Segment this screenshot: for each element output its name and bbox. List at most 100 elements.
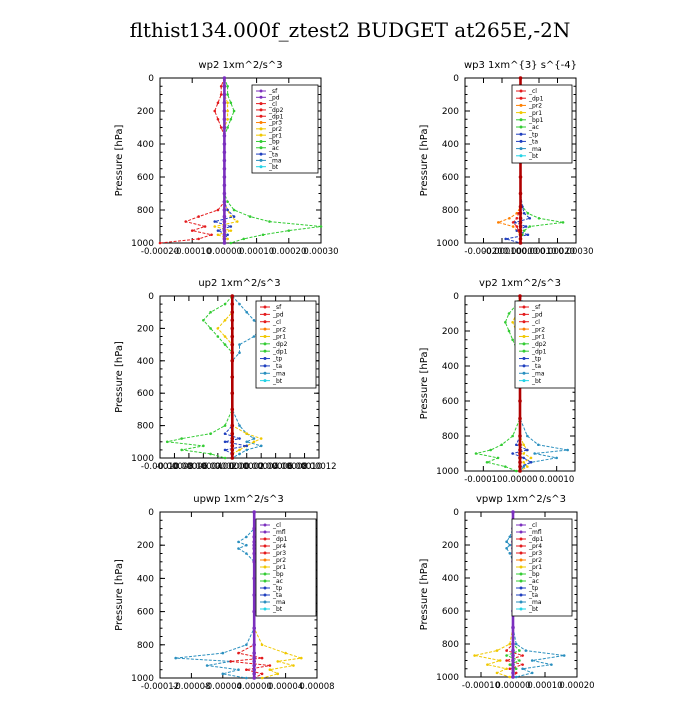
chart-4-point: [504, 320, 507, 324]
chart-5-legend-marker: [263, 544, 267, 548]
chart-3-ytick-label: 400: [137, 357, 154, 367]
chart-2-point: [515, 212, 519, 215]
chart-1-point: [261, 233, 265, 237]
chart-3-xtick-label: 0.00006: [258, 462, 293, 472]
chart-3-point: [209, 452, 212, 456]
chart-4-legend-marker: [522, 342, 526, 346]
chart-5-ytick-label: 200: [137, 541, 154, 551]
chart-1-legend-marker: [259, 102, 263, 106]
chart-3-legend-label: _ma: [272, 370, 286, 377]
chart-5-xtick-label: 0.00000: [237, 682, 272, 692]
chart-6-point: [521, 663, 524, 666]
chart-4-legend-label: _dp2: [531, 341, 547, 348]
chart-5-legend-label: _dp1: [272, 536, 288, 543]
chart-1-point: [213, 109, 217, 113]
chart-3-legend-label: _sf: [272, 304, 282, 311]
chart-1-legend-label: _pd: [268, 95, 280, 102]
chart-3-point: [252, 437, 256, 440]
chart-6-point: [518, 659, 521, 662]
chart-4-legend-marker: [522, 364, 526, 368]
chart-2-point: [518, 228, 523, 233]
chart-2-point: [526, 233, 530, 237]
chart-3-legend-marker: [263, 371, 267, 375]
chart-3-legend-label: _dp2: [272, 341, 288, 348]
chart-3-legend-label: _cl: [272, 319, 281, 326]
chart-3-legend-marker: [263, 312, 267, 316]
chart-4-legend-label: _pr2: [531, 326, 545, 333]
chart-6-legend-marker: [519, 523, 523, 527]
chart-3-point: [230, 423, 235, 428]
chart-3-point: [245, 444, 249, 448]
chart-2-title: wp3 1xm^{3} s^{-4}: [464, 60, 577, 71]
chart-1-point: [216, 208, 220, 212]
chart-3-point: [230, 407, 235, 412]
chart-5-legend-label: _tp: [272, 585, 282, 592]
chart-6-title: vpwp 1xm^2/s^3: [476, 494, 566, 505]
chart-3-point: [223, 456, 227, 460]
chart-6-point: [505, 547, 508, 550]
chart-3-point: [223, 424, 227, 427]
chart-1-legend-label: _bp: [268, 139, 280, 146]
chart-1-point: [229, 117, 233, 121]
chart-1-point: [287, 229, 291, 232]
chart-5-point: [268, 668, 272, 671]
chart-3-legend-label: _tp: [272, 356, 282, 363]
chart-3-xtick-label: 0.00004: [244, 462, 279, 472]
chart-6-legend-label: _pr1: [528, 564, 542, 571]
chart-4-ytick-label: 0: [453, 292, 459, 302]
chart-2-xtick-label: 0.00020: [540, 247, 575, 257]
chart-4-point: [529, 460, 533, 464]
chart-5-point: [252, 609, 256, 614]
chart-3-legend-marker: [263, 357, 267, 361]
chart-5-point: [252, 667, 256, 672]
chart-4-point: [511, 452, 514, 455]
chart-1-legend-label: _pr2: [268, 126, 282, 133]
chart-3-xtick-label: 0.00002: [229, 462, 264, 472]
chart-1-ytick-label: 800: [137, 206, 154, 216]
chart-4-ytick-label: 1000: [436, 467, 459, 477]
chart-3-ytick-label: 0: [148, 292, 154, 302]
chart-4-point: [518, 460, 522, 465]
chart-4-point: [515, 469, 518, 473]
chart-2-legend-marker: [519, 103, 523, 107]
chart-5-legend-marker: [263, 572, 267, 576]
chart-4-point: [518, 469, 522, 473]
chart-1-point: [190, 229, 194, 232]
chart-5-legend-marker: [263, 607, 267, 611]
chart-1-title: wp2 1xm^2/s^3: [198, 60, 282, 71]
chart-4-point: [526, 465, 529, 468]
chart-5-point: [237, 540, 240, 544]
chart-3-point: [238, 343, 241, 346]
chart-3-point: [216, 327, 220, 330]
chart-2-xtick-label: 0.00030: [558, 247, 593, 257]
chart-1-point: [232, 215, 236, 218]
chart-6-legend-marker: [519, 565, 523, 569]
chart-5-legend-marker: [263, 565, 267, 569]
chart-4-legend-marker: [522, 320, 526, 324]
chart-1-point: [232, 208, 236, 212]
chart-1-ylabel: Pressure [hPa]: [114, 125, 125, 197]
chart-6-legend-marker: [519, 600, 523, 604]
chart-1-point: [222, 241, 227, 245]
chart-3-legend-marker: [263, 342, 267, 346]
chart-5-legend-label: _pr3: [272, 550, 286, 557]
chart-2-legend-marker: [519, 96, 523, 100]
chart-1-point: [222, 100, 227, 105]
chart-1-point: [226, 101, 229, 105]
chart-4-point: [518, 448, 522, 452]
chart-2-point: [515, 225, 519, 228]
chart-1-legend-marker: [259, 108, 263, 112]
chart-3-xtick-label: -0.00006: [170, 462, 208, 472]
chart-6-legend-label: _ta: [528, 592, 538, 599]
chart-3-point: [202, 319, 205, 322]
chart-6-legend-label: _ma: [528, 599, 542, 606]
chart-2-xtick-label: 0.00000: [503, 247, 538, 257]
chart-6-point: [505, 540, 508, 543]
chart-1-point: [216, 233, 220, 237]
chart-5-point: [276, 660, 280, 663]
chart-1-point: [213, 220, 217, 223]
chart-6-point: [562, 654, 566, 657]
chart-4-point: [522, 456, 525, 460]
